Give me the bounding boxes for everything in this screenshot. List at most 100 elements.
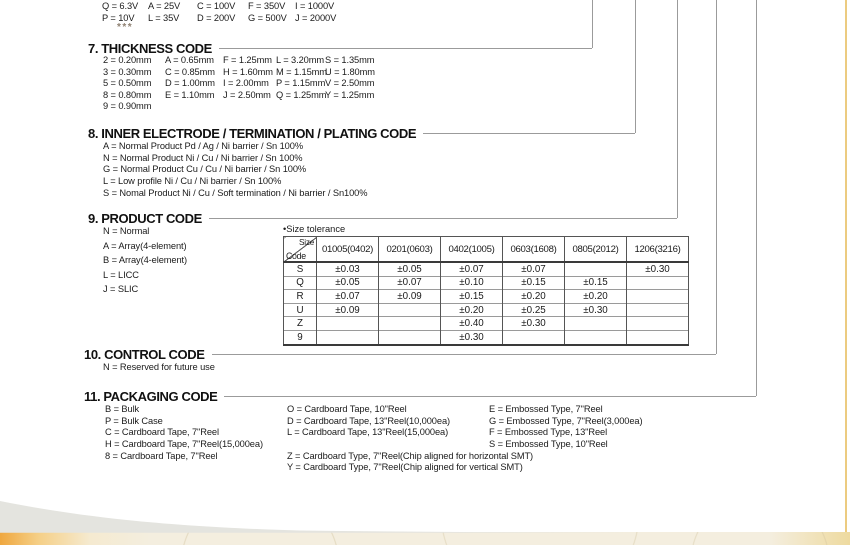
thickness-item: C = 0.85mm	[165, 66, 215, 77]
packaging-item: D = Cardboard Tape, 13"Reel(10,000ea)	[287, 415, 451, 426]
table-row: Z ±0.40 ±0.30	[283, 316, 689, 331]
bottom-decorative-band	[0, 532, 850, 545]
thickness-item: M = 1.15mm	[276, 66, 327, 77]
column-header: 01005(0402)	[316, 236, 379, 263]
packaging-column-2: O = Cardboard Tape, 10"Reel D = Cardboar…	[287, 404, 533, 474]
thickness-item: Q = 1.25mm	[276, 89, 327, 100]
thickness-item: F = 1.25mm	[223, 55, 272, 65]
packaging-item: S = Embossed Type, 10"Reel	[489, 439, 608, 450]
packaging-column-3: E = Embossed Type, 7"Reel G = Embossed T…	[489, 404, 643, 451]
voltage-item: L = 35V	[148, 12, 180, 23]
connector-line	[211, 354, 716, 355]
connector-line-thickness	[592, 0, 593, 48]
packaging-item: O = Cardboard Tape, 10"Reel	[287, 404, 407, 414]
voltage-item: F = 350V	[248, 1, 286, 11]
section-title: 7. THICKNESS CODE	[88, 40, 212, 56]
plating-code-list: A = Normal Product Pd / Ag / Ni barrier …	[103, 141, 368, 199]
section-title: 9. PRODUCT CODE	[88, 210, 202, 226]
column-header: 0402(1005)	[440, 236, 503, 263]
thickness-item: H = 1.60mm	[223, 66, 273, 77]
product-item: L = LICC	[103, 269, 139, 280]
thickness-row: 8 = 0.80mm E = 1.10mm J = 2.50mm Q = 1.2…	[103, 90, 375, 102]
voltage-item: Q = 6.3V	[102, 1, 139, 11]
voltage-row: Q = 6.3V A = 25V C = 100V F = 350V I = 1…	[102, 1, 336, 13]
page-edge-gold-border	[845, 0, 847, 532]
voltage-item: G = 500V	[248, 12, 287, 23]
plating-item: N = Normal Product Ni / Cu / Ni barrier …	[103, 152, 303, 163]
section-plating-header: 8. INNER ELECTRODE / TERMINATION / PLATI…	[88, 125, 635, 141]
tolerance-cell	[626, 289, 689, 304]
packaging-item: H = Cardboard Tape, 7"Reel(15,000ea)	[105, 439, 263, 450]
thickness-item: U = 1.80mm	[325, 66, 375, 77]
thickness-code-list: 2 = 0.20mm A = 0.65mm F = 1.25mm L = 3.2…	[103, 55, 375, 113]
voltage-item: A = 25V	[148, 1, 181, 11]
section-thickness-header: 7. THICKNESS CODE	[88, 40, 592, 56]
column-header: 0201(0603)	[378, 236, 441, 263]
section-title: 10. CONTROL CODE	[84, 346, 205, 362]
product-item: J = SLIC	[103, 284, 139, 295]
thickness-item: 2 = 0.20mm	[103, 55, 152, 65]
packaging-item: E = Embossed Type, 7"Reel	[489, 404, 603, 414]
tolerance-cell	[626, 275, 689, 290]
connector-line	[218, 48, 592, 49]
thickness-item: J = 2.50mm	[223, 89, 271, 100]
thickness-item: P = 1.15mm	[276, 78, 326, 88]
packaging-column-1: B = Bulk P = Bulk Case C = Cardboard Tap…	[105, 404, 263, 462]
table-row: U ±0.09 ±0.20 ±0.25 ±0.30	[283, 302, 689, 317]
thickness-item: D = 1.00mm	[165, 78, 215, 88]
tolerance-cell	[626, 316, 689, 331]
table-row: S ±0.03 ±0.05 ±0.07 ±0.07 ±0.30	[283, 261, 689, 277]
section-control-header: 10. CONTROL CODE	[84, 346, 716, 362]
section-title: 11. PACKAGING CODE	[84, 388, 218, 404]
packaging-item: Z = Cardboard Type, 7"Reel(Chip aligned …	[287, 450, 534, 461]
thickness-item: I = 2.00mm	[223, 78, 269, 88]
table-row: 9 ±0.30	[283, 329, 689, 345]
packaging-item: G = Embossed Type, 7"Reel(3,000ea)	[489, 415, 643, 426]
section-packaging-header: 11. PACKAGING CODE	[84, 388, 756, 404]
product-item: A = Array(4-element)	[103, 240, 187, 251]
packaging-item: L = Cardboard Tape, 13"Reel(15,000ea)	[287, 427, 449, 438]
thickness-item: S = 1.35mm	[325, 55, 375, 65]
thickness-item: 3 = 0.30mm	[103, 66, 152, 77]
packaging-item: 8 = Cardboard Tape, 7"Reel	[105, 450, 218, 461]
plating-item: S = Nomal Product Ni / Cu / Soft termina…	[103, 187, 368, 198]
connector-line	[423, 133, 635, 134]
tolerance-cell	[626, 302, 689, 317]
product-item: N = Normal	[103, 226, 150, 236]
plating-item: L = Low profile Ni / Cu / Ni barrier / S…	[103, 176, 282, 187]
thickness-row: 9 = 0.90mm	[103, 101, 375, 113]
product-item: B = Array(4-element)	[103, 255, 188, 266]
section-product-header: 9. PRODUCT CODE	[88, 210, 677, 226]
voltage-item: P = 10V	[102, 12, 135, 23]
connector-line-product	[677, 0, 678, 218]
packaging-item: C = Cardboard Tape, 7"Reel	[105, 427, 219, 438]
thickness-row: 2 = 0.20mm A = 0.65mm F = 1.25mm L = 3.2…	[103, 55, 375, 67]
packaging-item: P = Bulk Case	[105, 415, 163, 426]
section-title: 8. INNER ELECTRODE / TERMINATION / PLATI…	[88, 125, 417, 141]
thickness-item: L = 3.20mm	[276, 55, 325, 65]
table-header-row: Size Code 01005(0402) 0201(0603) 0402(10…	[283, 236, 689, 263]
tolerance-cell: ±0.30	[626, 261, 689, 277]
thickness-row: 3 = 0.30mm C = 0.85mm H = 1.60mm M = 1.1…	[103, 67, 375, 79]
packaging-item: F = Embossed Type, 13"Reel	[489, 427, 608, 438]
voltage-code-list: Q = 6.3V A = 25V C = 100V F = 350V I = 1…	[102, 1, 336, 24]
connector-line-plating	[635, 0, 636, 133]
voltage-item: J = 2000V	[295, 12, 337, 23]
voltage-item: I = 1000V	[295, 1, 335, 11]
size-tolerance-label: •Size tolerance	[283, 224, 346, 234]
column-header: 1206(3216)	[626, 236, 689, 263]
size-tolerance-table: Size Code 01005(0402) 0201(0603) 0402(10…	[283, 236, 689, 346]
control-item: N = Reserved for future use	[103, 362, 215, 372]
thickness-row: 5 = 0.50mm D = 1.00mm I = 2.00mm P = 1.1…	[103, 78, 375, 90]
connector-line-control	[716, 0, 717, 354]
connector-line	[224, 396, 756, 397]
connector-line	[208, 218, 677, 219]
voltage-item: C = 100V	[197, 1, 236, 11]
table-row: R ±0.07 ±0.09 ±0.15 ±0.20 ±0.20	[283, 289, 689, 304]
thickness-item: A = 0.65mm	[165, 55, 214, 65]
product-code-list: N = Normal A = Array(4-element) B = Arra…	[103, 226, 187, 299]
plating-item: G = Normal Product Cu / Cu / Ni barrier …	[103, 164, 307, 175]
plating-item: A = Normal Product Pd / Ag / Ni barrier …	[103, 141, 303, 151]
